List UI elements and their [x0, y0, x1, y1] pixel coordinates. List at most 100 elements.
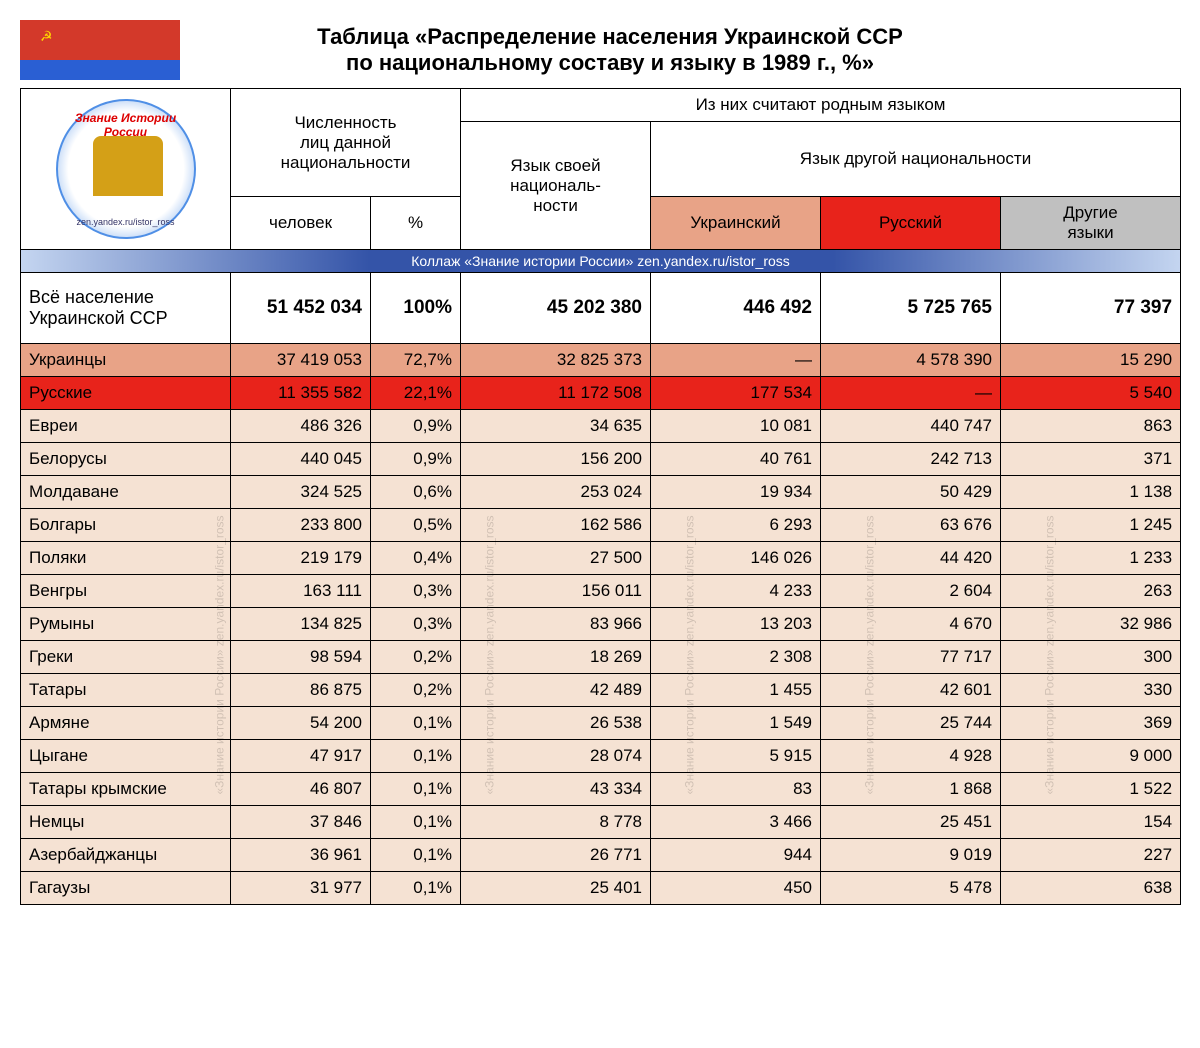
row-value: 253 024 [461, 476, 651, 509]
row-value: 9 000 [1001, 740, 1181, 773]
table-row: Молдаване324 5250,6%253 02419 93450 4291… [21, 476, 1181, 509]
row-value: 83 966 [461, 608, 651, 641]
row-value: 10 081 [651, 410, 821, 443]
hdr-own-lang: Язык своейнациональ-ности [461, 122, 651, 250]
table-row: Евреи486 3260,9%34 63510 081440 747863 [21, 410, 1181, 443]
row-name: Евреи [21, 410, 231, 443]
row-value: 98 594 [231, 641, 371, 674]
row-value: 440 045 [231, 443, 371, 476]
row-value: 486 326 [231, 410, 371, 443]
hdr-other: Другиеязыки [1001, 197, 1181, 250]
row-value: 6 293 [651, 509, 821, 542]
row-value: 54 200 [231, 707, 371, 740]
row-value: 1 245 [1001, 509, 1181, 542]
row-name: Болгары [21, 509, 231, 542]
row-value: 5 540 [1001, 377, 1181, 410]
logo-bottom-text: zen.yandex.ru/istor_ross [58, 217, 194, 227]
row-value: 0,1% [371, 740, 461, 773]
row-value: 242 713 [821, 443, 1001, 476]
row-value: 0,6% [371, 476, 461, 509]
row-value: 50 429 [821, 476, 1001, 509]
row-value: 0,1% [371, 872, 461, 905]
total-ru: 5 725 765 [821, 273, 1001, 344]
row-name: Татары [21, 674, 231, 707]
row-name: Гагаузы [21, 872, 231, 905]
row-value: 31 977 [231, 872, 371, 905]
row-value: 34 635 [461, 410, 651, 443]
row-value: 134 825 [231, 608, 371, 641]
row-value: 37 419 053 [231, 344, 371, 377]
row-value: 0,2% [371, 674, 461, 707]
row-value: 154 [1001, 806, 1181, 839]
row-value: 43 334 [461, 773, 651, 806]
hdr-ukrainian: Украинский [651, 197, 821, 250]
row-value: 219 179 [231, 542, 371, 575]
row-value: 371 [1001, 443, 1181, 476]
row-value: 13 203 [651, 608, 821, 641]
table-row: Румыны134 8250,3%83 96613 2034 67032 986 [21, 608, 1181, 641]
row-value: 5 478 [821, 872, 1001, 905]
table-row: Цыгане47 9170,1%28 0745 9154 9289 000 [21, 740, 1181, 773]
header: ☭ Таблица «Распределение населения Украи… [20, 20, 1180, 80]
page-title: Таблица «Распределение населения Украинс… [200, 24, 1020, 76]
table-row: Немцы37 8460,1%8 7783 46625 451154 [21, 806, 1181, 839]
row-value: 11 355 582 [231, 377, 371, 410]
row-name: Поляки [21, 542, 231, 575]
row-name: Немцы [21, 806, 231, 839]
row-value: 263 [1001, 575, 1181, 608]
row-value: 300 [1001, 641, 1181, 674]
flag-icon: ☭ [20, 20, 180, 80]
row-value: 77 717 [821, 641, 1001, 674]
total-other: 77 397 [1001, 273, 1181, 344]
row-value: 27 500 [461, 542, 651, 575]
row-value: 9 019 [821, 839, 1001, 872]
table-row: Гагаузы31 9770,1%25 4014505 478638 [21, 872, 1181, 905]
row-value: 63 676 [821, 509, 1001, 542]
row-value: 2 604 [821, 575, 1001, 608]
hdr-native-group: Из них считают родным языком [461, 89, 1181, 122]
row-value: 86 875 [231, 674, 371, 707]
row-value: 163 111 [231, 575, 371, 608]
table-row: Греки98 5940,2%18 2692 30877 717300 [21, 641, 1181, 674]
row-value: 1 455 [651, 674, 821, 707]
total-label: Всё населениеУкраинской ССР [21, 273, 231, 344]
hdr-other-lang-group: Язык другой национальности [651, 122, 1181, 197]
table-row: Болгары233 8000,5%162 5866 29363 6761 24… [21, 509, 1181, 542]
row-value: 4 233 [651, 575, 821, 608]
row-value: 46 807 [231, 773, 371, 806]
row-value: 0,2% [371, 641, 461, 674]
row-value: 44 420 [821, 542, 1001, 575]
table-row: Армяне54 2000,1%26 5381 54925 744369 [21, 707, 1181, 740]
population-table: Знание Истории России zen.yandex.ru/isto… [20, 88, 1181, 905]
row-value: 450 [651, 872, 821, 905]
total-own: 45 202 380 [461, 273, 651, 344]
row-value: 0,9% [371, 410, 461, 443]
row-value: 156 200 [461, 443, 651, 476]
row-value: 25 744 [821, 707, 1001, 740]
row-value: 25 451 [821, 806, 1001, 839]
row-value: 5 915 [651, 740, 821, 773]
row-value: 1 138 [1001, 476, 1181, 509]
row-value: 863 [1001, 410, 1181, 443]
table-row: Татары крымские46 8070,1%43 334831 8681 … [21, 773, 1181, 806]
row-value: 944 [651, 839, 821, 872]
row-value: 162 586 [461, 509, 651, 542]
row-name: Молдаване [21, 476, 231, 509]
hdr-people: человек [231, 197, 371, 250]
row-value: 0,1% [371, 806, 461, 839]
row-value: 0,9% [371, 443, 461, 476]
row-value: 369 [1001, 707, 1181, 740]
row-value: 19 934 [651, 476, 821, 509]
row-value: 227 [1001, 839, 1181, 872]
hdr-count-group: Численностьлиц даннойнациональности [231, 89, 461, 197]
table-row: Белорусы440 0450,9%156 20040 761242 7133… [21, 443, 1181, 476]
row-value: 0,5% [371, 509, 461, 542]
table-row: Русские11 355 58222,1%11 172 508177 534—… [21, 377, 1181, 410]
row-value: 1 549 [651, 707, 821, 740]
row-value: 4 928 [821, 740, 1001, 773]
total-uk: 446 492 [651, 273, 821, 344]
row-name: Армяне [21, 707, 231, 740]
row-value: — [651, 344, 821, 377]
row-value: 22,1% [371, 377, 461, 410]
row-value: 42 601 [821, 674, 1001, 707]
